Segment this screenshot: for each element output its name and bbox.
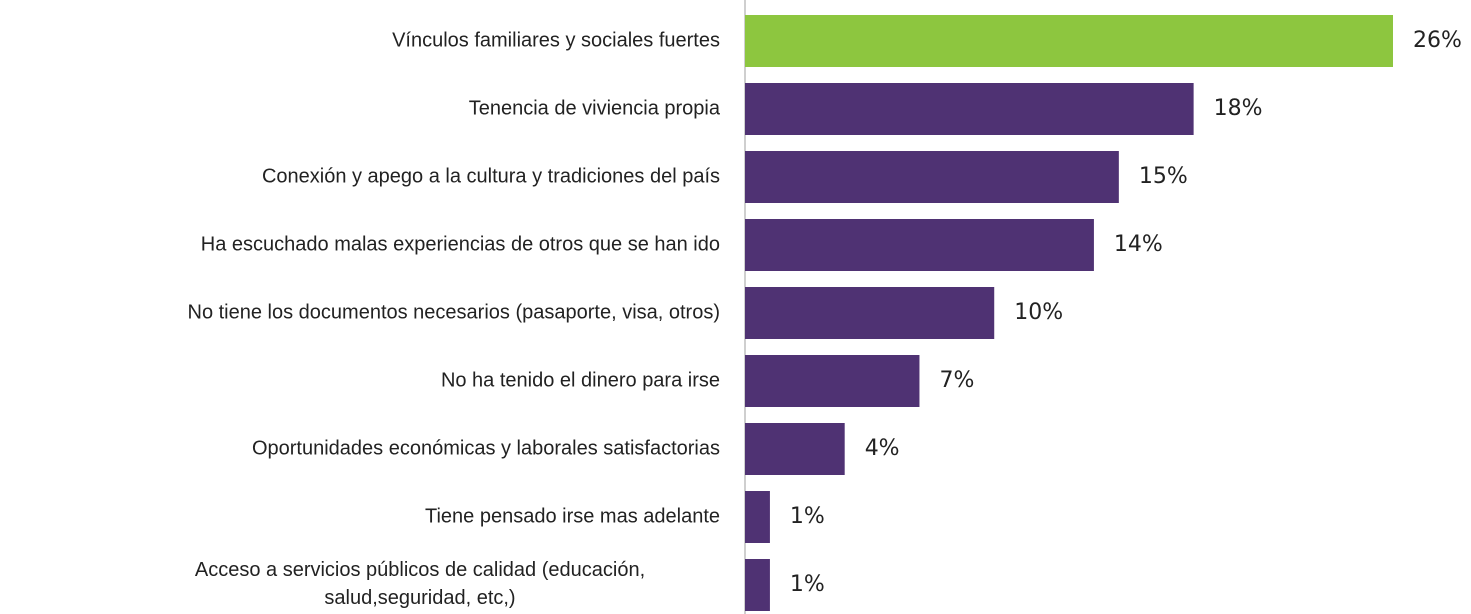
bar (745, 559, 770, 611)
value-label: 15% (1139, 164, 1188, 189)
bar (745, 287, 995, 339)
value-label: 18% (1214, 96, 1263, 121)
value-label: 10% (1014, 300, 1063, 325)
bar (745, 15, 1393, 67)
category-label: Tenencia de viviencia propia (469, 97, 721, 119)
bar (745, 355, 920, 407)
value-label: 14% (1114, 232, 1163, 257)
category-label: Acceso a servicios públicos de calidad (… (195, 559, 645, 609)
value-label: 1% (790, 572, 825, 597)
value-label: 4% (865, 436, 900, 461)
bar (745, 83, 1194, 135)
bar (745, 151, 1119, 203)
category-label: Conexión y apego a la cultura y tradicio… (262, 165, 720, 187)
value-label: 1% (790, 504, 825, 529)
category-label: No tiene los documentos necesarios (pasa… (188, 301, 721, 323)
value-label: 7% (939, 368, 974, 393)
category-label: Vínculos familiares y sociales fuertes (392, 29, 720, 51)
category-label: No ha tenido el dinero para irse (441, 369, 720, 391)
category-label: Ha escuchado malas experiencias de otros… (201, 233, 720, 255)
bar (745, 491, 770, 543)
bar (745, 423, 845, 475)
category-label: Tiene pensado irse mas adelante (425, 505, 720, 527)
value-label: 26% (1413, 28, 1462, 53)
category-label: Oportunidades económicas y laborales sat… (252, 437, 720, 459)
bar (745, 219, 1094, 271)
